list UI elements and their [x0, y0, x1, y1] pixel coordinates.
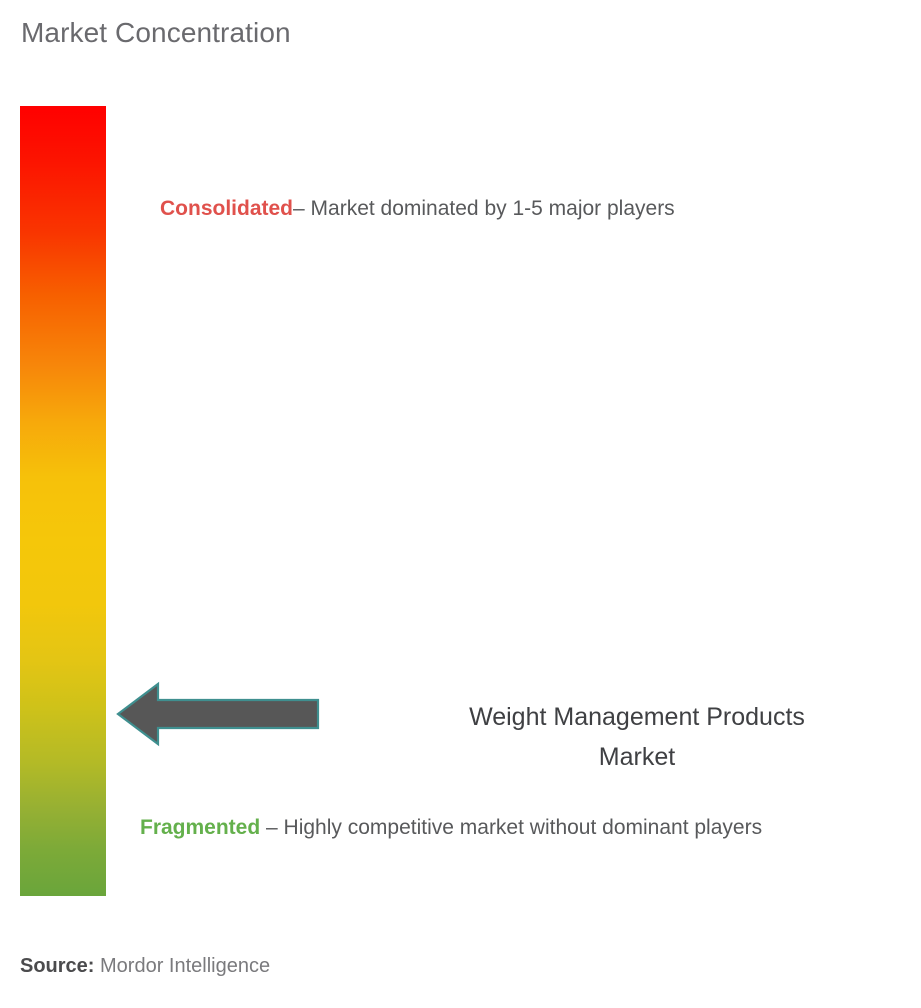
legend-fragmented-keyword: Fragmented — [140, 816, 261, 839]
market-name-label: Weight Management Products Market — [406, 697, 868, 777]
source-label: Source: — [20, 955, 95, 977]
source-attribution: Source: Mordor Intelligence — [20, 955, 270, 978]
legend-consolidated-keyword: Consolidated — [160, 197, 294, 220]
legend-consolidated-description: – Market dominated by 1-5 major players — [293, 197, 675, 220]
source-value: Mordor Intelligence — [94, 955, 271, 977]
legend-fragmented-description: – Highly competitive market without domi… — [260, 816, 763, 839]
arrow-left-icon — [116, 681, 320, 747]
market-name-line-1: Weight Management Products — [469, 703, 805, 731]
market-name-line-2: Market — [598, 743, 676, 771]
page-title: Market Concentration — [21, 17, 291, 48]
market-position-arrow — [116, 681, 320, 747]
legend-consolidated: Consolidated– Market dominated by 1-5 ma… — [160, 194, 880, 224]
legend-fragmented: Fragmented – Highly competitive market w… — [140, 801, 880, 855]
concentration-gradient-scale — [20, 106, 106, 896]
